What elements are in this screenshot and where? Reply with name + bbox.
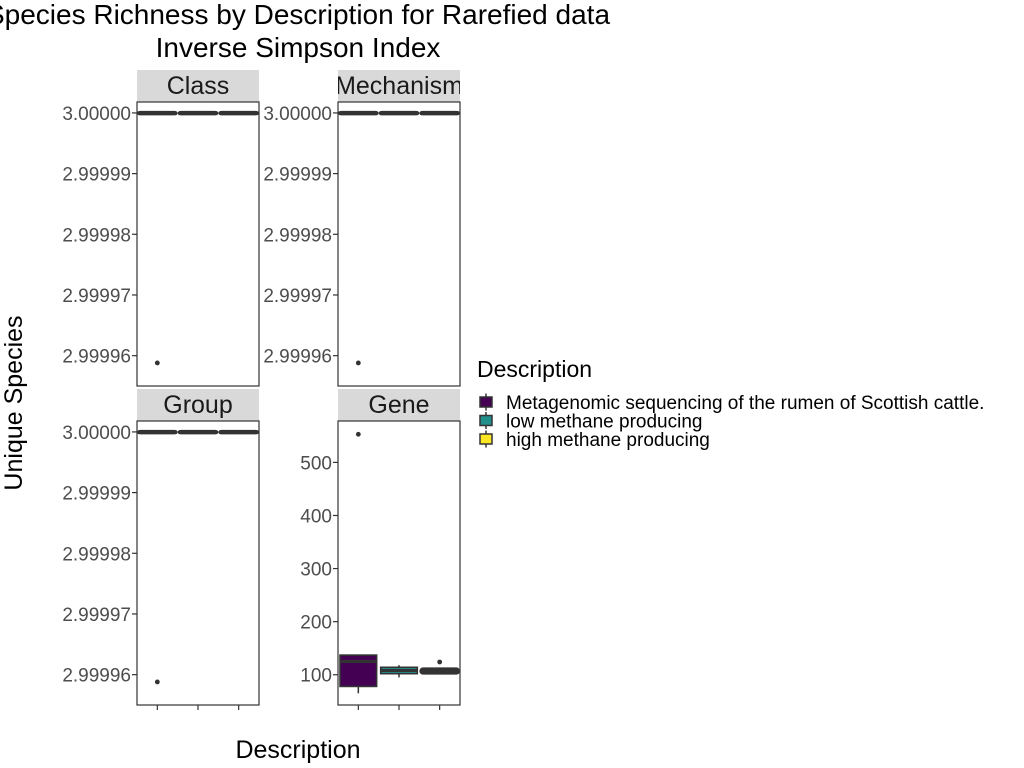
facet-gene: Gene 100 200 300 400 500: [300, 389, 461, 710]
chart-title-line-2: Inverse Simpson Index: [156, 32, 441, 63]
outlier-group-0-0: [154, 679, 160, 685]
strip-label-gene: Gene: [368, 391, 429, 419]
legend-key-2: [479, 433, 493, 445]
legend-key-1: [479, 414, 493, 427]
strip-label-mechanism: Mechanism: [335, 72, 463, 100]
box-iqr-gene-0: [339, 654, 378, 688]
y-tick-label-group-1: 2.99997: [62, 605, 131, 626]
y-tick-label-gene-1: 200: [300, 613, 332, 634]
y-tick-label-class-0: 2.99996: [62, 347, 131, 368]
facet-class: Class 2.99996 2.99997 2.99998 2.99999 3.00000: [62, 70, 260, 387]
legend-title: Description: [477, 356, 592, 382]
x-axis-title: Description: [235, 736, 360, 764]
y-tick-label-class-2: 2.99998: [62, 225, 131, 246]
facet-mechanism: Mechanism 2.99996 2.99997 2.99998 2.99999 3.0…: [263, 70, 463, 387]
y-axis-title: Unique Species: [0, 315, 28, 490]
legend-key-0: [479, 396, 493, 408]
outlier-gene-0-0: [355, 431, 361, 437]
legend-label-2: high methane producing: [506, 430, 710, 451]
y-tick-label-gene-3: 400: [300, 506, 332, 527]
box-gene-0: [339, 431, 378, 694]
legend: Description Metagenomic sequencing of th…: [477, 356, 984, 451]
box-class-2: [218, 110, 259, 116]
y-tick-label-mechanism-2: 2.99998: [263, 225, 332, 246]
panel-border-group: [136, 420, 260, 706]
box-group-2: [218, 429, 259, 435]
y-tick-label-mechanism-3: 2.99999: [263, 165, 332, 186]
box-gene-1: [379, 665, 419, 678]
chart-title-line-1: Species Richness by Description for Rare…: [0, 0, 610, 30]
y-tick-label-group-2: 2.99998: [62, 544, 131, 565]
strip-label-class: Class: [167, 72, 230, 100]
strip-label-group: Group: [163, 391, 232, 419]
legend-label-1: low methane producing: [506, 412, 702, 433]
box-class-0: [137, 110, 178, 366]
outlier-gene-2-0: [437, 659, 443, 665]
y-tick-label-mechanism-1: 2.99997: [263, 286, 332, 307]
y-tick-label-class-4: 3.00000: [62, 104, 131, 125]
box-mechanism-0: [338, 110, 379, 366]
outlier-mechanism-0-0: [355, 360, 361, 366]
y-tick-label-class-3: 2.99999: [62, 165, 131, 186]
y-tick-label-mechanism-4: 3.00000: [263, 104, 332, 125]
strip-background-group: [137, 389, 259, 421]
legend-entry-2: high methane producing: [479, 430, 710, 451]
legend-label-0: Metagenomic sequencing of the rumen of S…: [506, 393, 984, 414]
y-tick-label-gene-2: 300: [300, 560, 332, 581]
legend-entry-0: Metagenomic sequencing of the rumen of S…: [479, 393, 984, 414]
y-tick-label-group-3: 2.99999: [62, 484, 131, 505]
legend-entry-1: low methane producing: [479, 412, 702, 433]
y-tick-label-mechanism-0: 2.99996: [263, 347, 332, 368]
box-gene-2: [419, 659, 460, 675]
y-tick-label-gene-4: 500: [300, 453, 332, 474]
box-group-1: [177, 429, 219, 435]
box-group-0: [137, 429, 178, 685]
panel-border-mechanism: [337, 101, 461, 387]
box-class-1: [177, 110, 219, 116]
strip-background-gene: [338, 389, 460, 421]
y-tick-label-group-0: 2.99996: [62, 666, 131, 687]
y-tick-label-gene-0: 100: [300, 666, 332, 687]
facet-group: Group 2.99996 2.99997 2.99998 2.99999 3.00000: [62, 389, 260, 710]
box-mechanism-2: [419, 110, 460, 116]
strip-background-class: [137, 70, 259, 102]
outlier-class-0-0: [154, 360, 160, 366]
panel-border-class: [136, 101, 260, 387]
y-tick-label-class-1: 2.99997: [62, 286, 131, 307]
facet-panels: Class 2.99996 2.99997 2.99998 2.99999 3.00000…: [62, 70, 463, 710]
strip-background-mechanism: [338, 70, 460, 102]
box-mechanism-1: [378, 110, 420, 116]
y-tick-label-group-4: 3.00000: [62, 423, 131, 444]
